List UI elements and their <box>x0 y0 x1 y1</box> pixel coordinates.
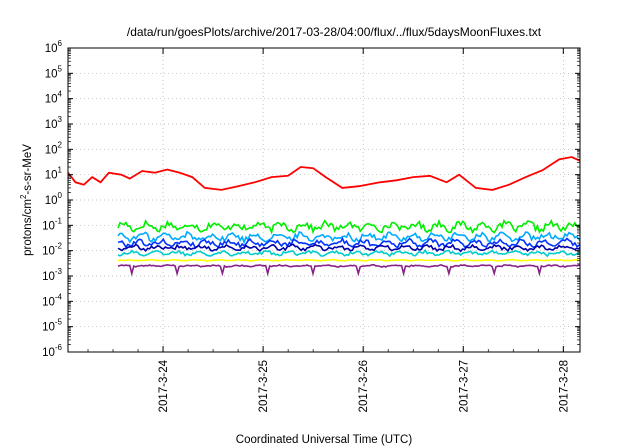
x-tick-label: 2017-3-24 <box>158 359 170 412</box>
y-tick-label: 10-6 <box>42 343 62 359</box>
series-line-7 <box>117 258 580 262</box>
series-line-2 <box>117 218 580 235</box>
series-line-3 <box>117 230 580 245</box>
y-tick-label: 106 <box>45 39 63 55</box>
x-tick-label: 2017-3-28 <box>558 360 570 412</box>
y-tick-label: 101 <box>45 166 63 182</box>
y-tick-label: 103 <box>45 115 63 131</box>
x-tick-label: 2017-3-27 <box>458 360 470 412</box>
y-tick-label: 10-3 <box>42 267 62 283</box>
series-line-1 <box>68 156 580 191</box>
x-tick-label: 2017-3-26 <box>358 360 370 412</box>
y-tick-label: 102 <box>45 140 63 156</box>
x-axis-label: Coordinated Universal Time (UTC) <box>236 434 413 446</box>
series-line-6 <box>117 248 580 258</box>
y-tick-label: 100 <box>45 191 63 207</box>
y-tick-label: 10-2 <box>42 242 62 258</box>
x-tick-label: 2017-3-25 <box>258 360 270 412</box>
y-axis-label: protons/cm2-s-sr-MeV <box>19 144 34 256</box>
y-tick-label: 104 <box>45 90 63 106</box>
y-tick-label: 105 <box>45 64 63 80</box>
series-line-8 <box>117 263 580 277</box>
y-tick-label: 10-1 <box>42 216 62 232</box>
series-line-5 <box>117 243 580 253</box>
y-tick-label: 10-5 <box>42 318 62 334</box>
series-line-4 <box>118 236 580 249</box>
y-tick-label: 10-4 <box>42 292 62 308</box>
chart-title: /data/run/goesPlots/archive/2017-03-28/0… <box>127 25 542 39</box>
